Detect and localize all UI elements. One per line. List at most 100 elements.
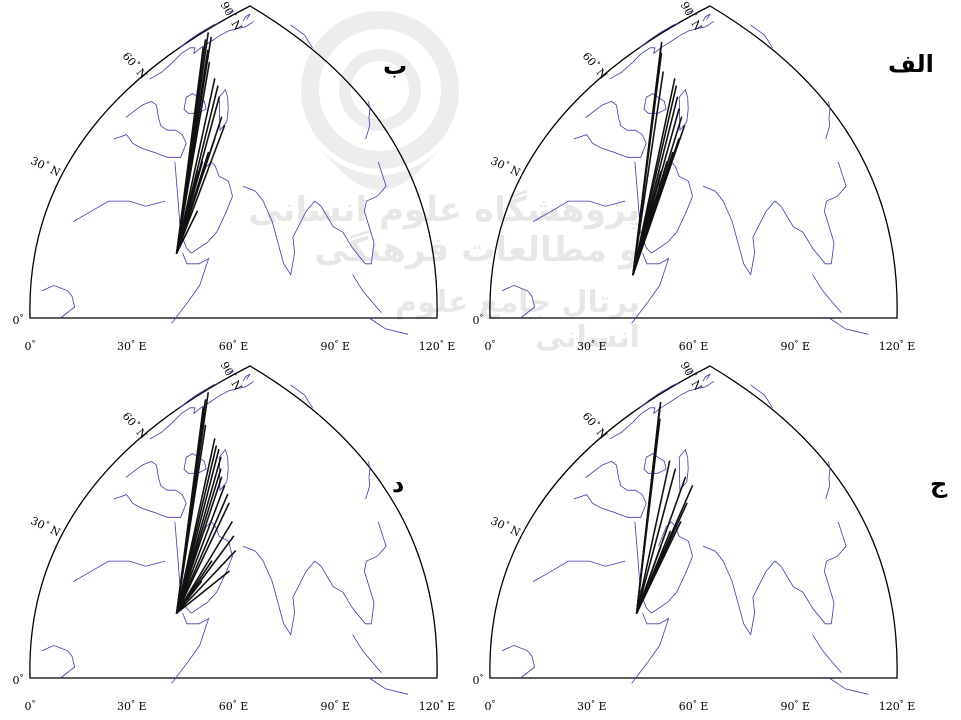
- coastline: [825, 461, 831, 500]
- panel-label: ب: [383, 52, 408, 80]
- trajectory-line: [632, 71, 664, 276]
- degree-mark: °: [693, 699, 697, 708]
- tick-suffix: N: [45, 162, 63, 179]
- lat-tick: 90° N: [218, 359, 246, 394]
- degree-mark: °: [591, 339, 595, 348]
- degree-mark: °: [131, 339, 135, 348]
- tick-label: 60° N: [120, 49, 151, 82]
- degree-mark: °: [233, 699, 237, 708]
- panel-label: ج: [930, 470, 948, 498]
- tick-label: 120° E: [419, 699, 456, 714]
- trajectory-line: [635, 418, 661, 614]
- tick-suffix: E: [237, 340, 249, 353]
- coastline: [702, 13, 711, 22]
- panel-label: الف: [888, 50, 934, 78]
- coastline: [226, 10, 234, 14]
- coastline: [242, 373, 251, 382]
- coastline: [179, 22, 221, 49]
- degree-mark: °: [440, 339, 444, 348]
- tick-label: 0°: [473, 673, 484, 688]
- coastline: [149, 380, 255, 440]
- tick-suffix: N: [227, 15, 245, 33]
- tick-suffix: E: [444, 700, 456, 713]
- degree-mark: °: [440, 699, 444, 708]
- degree-mark: °: [44, 159, 51, 169]
- lat-tick: 30° N: [29, 513, 64, 539]
- coastline: [634, 521, 693, 614]
- tick-suffix: N: [687, 15, 705, 33]
- tick-label: 120° E: [419, 339, 456, 354]
- tick-suffix: E: [338, 340, 350, 353]
- tick-suffix: N: [505, 522, 523, 539]
- tick-label: 0°: [13, 313, 24, 328]
- trajectory-line: [175, 570, 230, 614]
- coastline: [174, 521, 233, 614]
- tick-suffix: E: [135, 700, 147, 713]
- degree-mark: °: [504, 159, 511, 169]
- degree-mark: °: [693, 339, 697, 348]
- coastline: [678, 448, 689, 492]
- tick-suffix: E: [697, 340, 709, 353]
- degree-mark: °: [334, 699, 338, 708]
- coastline: [828, 677, 869, 695]
- degree-mark: °: [233, 339, 237, 348]
- watermark-emblem-icon: [301, 11, 459, 190]
- degree-mark: °: [504, 519, 511, 529]
- degree-mark: °: [900, 339, 904, 348]
- lat-tick: 30° N: [29, 153, 64, 179]
- coastline: [218, 448, 229, 492]
- trajectory-line: [175, 485, 226, 614]
- tick-label: 90° N: [218, 0, 246, 33]
- map-svg: 0° 30° E 60° E 90° E 120° E 0° 30° N 60° N 90° N: [13, 0, 456, 354]
- coastline: [226, 370, 234, 374]
- coastline: [828, 317, 869, 335]
- tick-label: 90° N: [678, 359, 706, 394]
- coastline: [812, 274, 842, 313]
- coastline: [686, 370, 694, 374]
- tick-label: 90° E: [780, 339, 810, 354]
- coastline: [609, 20, 715, 80]
- tick-label: 90° E: [780, 699, 810, 714]
- coastline: [183, 453, 207, 474]
- tick-label: 0°: [13, 673, 24, 688]
- tick-suffix: E: [904, 700, 916, 713]
- map-panel-alef: 0° 30° E 60° E 90° E 120° E 0° 30° N 60° N 90° N…: [460, 0, 940, 360]
- coastline: [609, 380, 715, 440]
- tick-label: 0°: [485, 339, 496, 354]
- tick-suffix: E: [237, 700, 249, 713]
- coastline: [631, 612, 670, 684]
- trajectory-line: [175, 424, 207, 614]
- degree-mark: °: [900, 699, 904, 708]
- tick-suffix: N: [45, 522, 63, 539]
- tick-label: 0°: [25, 339, 36, 354]
- coastline: [501, 284, 536, 319]
- trajectory-line: [175, 170, 200, 254]
- tick-label: 30° N: [29, 513, 64, 539]
- coastline: [352, 634, 382, 673]
- map-frame: [29, 5, 438, 319]
- degree-mark: °: [689, 371, 699, 379]
- trajectory-line: [175, 47, 204, 254]
- tick-suffix: E: [135, 340, 147, 353]
- tick-suffix: N: [687, 375, 705, 393]
- degree-mark: °: [229, 11, 239, 19]
- coastline: [573, 460, 647, 518]
- tick-suffix: N: [505, 162, 523, 179]
- degree-mark: °: [32, 699, 36, 708]
- lat-tick: 90° N: [678, 0, 706, 33]
- map-frame: [489, 5, 898, 319]
- degree-mark: °: [480, 313, 484, 322]
- coastline: [532, 200, 626, 222]
- tick-label: 30° N: [29, 153, 64, 179]
- degree-mark: °: [334, 339, 338, 348]
- coastline: [41, 644, 76, 679]
- trajectory-line: [175, 125, 226, 254]
- coastline: [218, 88, 229, 132]
- tick-suffix: E: [338, 700, 350, 713]
- coastline: [149, 20, 255, 80]
- map-svg: 0° 30° E 60° E 90° E 120° E 0° 30° N 60° N 90° N: [473, 359, 916, 714]
- coastline: [812, 634, 842, 673]
- tick-suffix: E: [904, 340, 916, 353]
- trajectory-line: [175, 550, 237, 614]
